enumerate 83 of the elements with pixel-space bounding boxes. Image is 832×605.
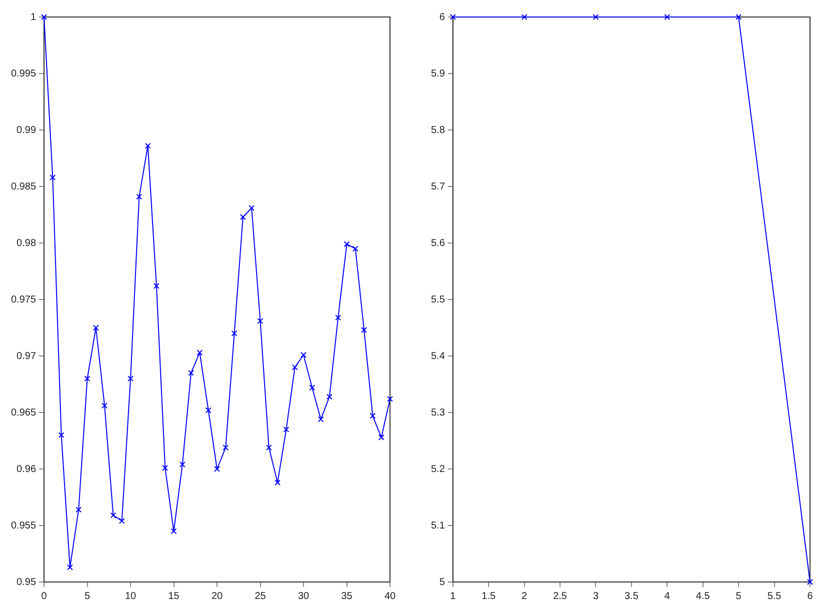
point [344,241,350,248]
x-tick-label: 3 [592,590,599,602]
point [67,564,73,570]
x-tick-label: 5 [736,590,742,602]
point [162,464,168,471]
point [274,480,281,486]
x-tick-label: 15 [168,590,180,602]
x-tick-label: 2 [522,590,528,602]
x-tick-label: 3.5 [624,590,639,602]
y-tick-label: 5.3 [430,407,446,418]
x-tick-label: 6 [807,590,814,602]
point [144,142,151,149]
x-tick-label: 4 [664,590,670,602]
point [102,402,108,409]
point [196,350,203,356]
y-tick-label: 5.1 [430,520,446,532]
point [300,352,306,358]
point [214,466,220,472]
y-tick-label: 5.7 [430,181,446,192]
point [222,444,229,451]
y-tick-label: 0.995 [10,68,36,80]
y-tick-label: 6 [439,12,446,23]
point [136,194,142,200]
point [318,416,324,422]
y-tick-label: 5.8 [430,124,446,136]
point [58,432,64,438]
x-tick-label: 20 [211,590,224,602]
x-tick-label: 0 [41,590,48,602]
y-tick-label: 5.6 [430,238,446,249]
point [128,376,134,382]
point [92,324,99,331]
x-tick-label: 2.5 [553,590,568,602]
point [118,518,125,524]
x-tick-label: 35 [341,590,353,602]
point [179,462,186,468]
y-tick-label: 5.2 [430,464,446,475]
point [309,384,316,391]
x-tick-label: 30 [298,590,310,602]
y-tick-label: 0.955 [10,520,36,532]
y-tick-label: 1 [30,12,36,23]
y-tick-label: 0.975 [10,294,36,306]
point [41,14,47,20]
y-tick-label: 0.95 [16,576,36,588]
point [76,506,82,513]
point [352,246,358,252]
point [387,396,393,402]
point [84,376,90,382]
point [257,318,264,324]
y-tick-label: 0.98 [16,238,36,249]
x-tick-label: 1.5 [482,590,496,602]
point [153,282,160,289]
x-tick-label: 25 [254,590,266,602]
x-tick-label: 4.5 [696,590,710,602]
point [240,214,246,220]
point [326,394,332,400]
x-tick-label: 5 [84,590,90,602]
point [335,314,342,321]
y-tick-label: 0.96 [16,464,36,475]
y-tick-label: 5 [439,576,446,588]
point [378,434,384,440]
point [50,174,56,180]
y-tick-label: 0.97 [16,350,36,362]
point [231,330,238,336]
point [170,528,177,534]
y-tick-label: 0.99 [16,124,36,136]
point [292,364,298,370]
point [361,327,368,333]
point [370,412,376,419]
y-tick-label: 0.985 [10,181,36,192]
x-tick-label: 1 [450,590,456,602]
point [248,204,255,211]
point [188,370,194,376]
x-tick-label: 10 [124,590,137,602]
y-tick-label: 0.965 [10,407,36,418]
y-tick-label: 5.4 [430,350,446,362]
point [110,512,116,518]
x-tick-label: 40 [384,590,396,602]
point [205,407,212,414]
point [266,444,272,451]
point [283,426,290,432]
y-tick-label: 5.9 [430,68,446,80]
y-tick-label: 5.5 [430,294,446,306]
x-tick-label: 5.5 [767,590,782,602]
